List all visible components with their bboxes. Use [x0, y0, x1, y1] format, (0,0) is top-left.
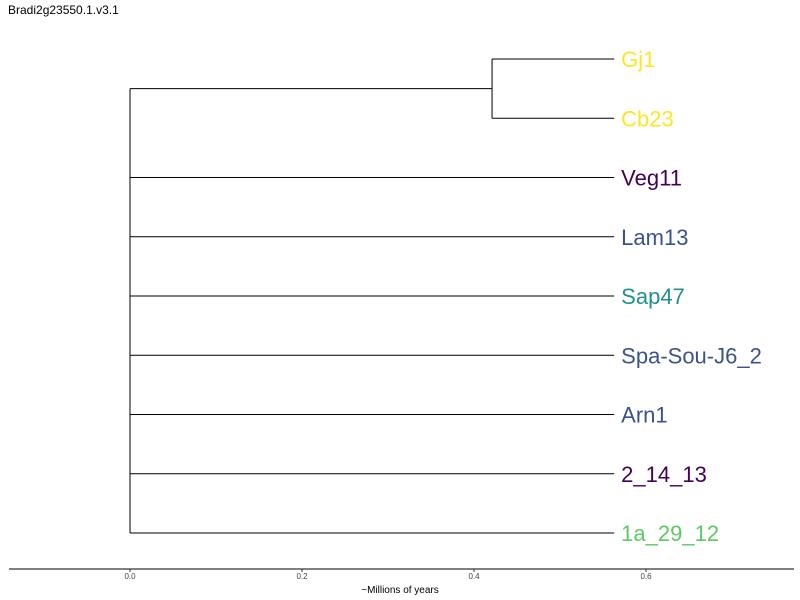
- tip-label: 1a_29_12: [621, 521, 719, 546]
- tip-label: Lam13: [621, 225, 688, 250]
- tree-branches: [129, 58, 615, 534]
- tip-label: 2_14_13: [621, 462, 707, 487]
- x-tick-label: 0.0: [124, 572, 136, 581]
- tip-label: Veg11: [621, 166, 682, 191]
- x-tick-label: 0.6: [640, 572, 652, 581]
- tip-label: Arn1: [621, 403, 667, 428]
- x-axis-ticks: 0.0 0.2 0.4 0.6: [124, 569, 652, 581]
- x-tick-label: 0.2: [296, 572, 308, 581]
- tip-label: Gj1: [621, 47, 655, 72]
- x-tick-label: 0.4: [468, 572, 480, 581]
- tip-label: Spa-Sou-J6_2: [621, 343, 762, 368]
- plot-title: Bradi2g23550.1.v3.1: [8, 3, 119, 17]
- x-axis-label: ~Millions of years: [361, 585, 439, 596]
- x-axis: 0.0 0.2 0.4 0.6 ~Millions of years: [9, 568, 794, 596]
- tip-label: Cb23: [621, 106, 674, 131]
- tip-labels: Gj1 Cb23 Veg11 Lam13 Sap47 Spa-Sou-J6_2 Arn1 2_…: [621, 47, 762, 546]
- tip-label: Sap47: [621, 284, 685, 309]
